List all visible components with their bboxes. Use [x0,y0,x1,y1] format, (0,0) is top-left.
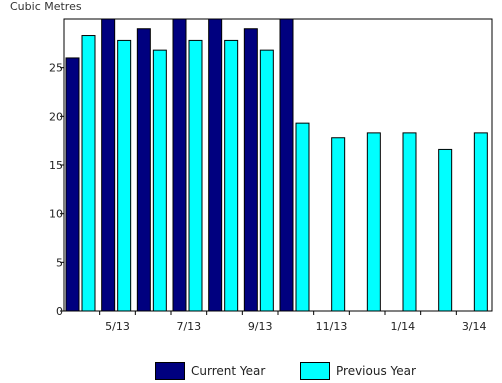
x-tick-label: 5/13 [105,320,130,333]
bar-current-year [279,18,294,312]
legend-swatch-previous-year [300,362,330,380]
legend-item-current-year: Current Year [155,362,265,380]
bar-previous-year [152,49,167,312]
x-tick-label: 1/14 [390,320,415,333]
bar-previous-year [81,35,96,312]
x-tick-label: 9/13 [248,320,273,333]
bar-previous-year [331,137,346,312]
legend-label-previous-year: Previous Year [336,364,416,378]
y-tick-label: 15 [49,159,63,172]
x-tick-label: 11/13 [316,320,348,333]
y-tick-label: 5 [56,256,63,269]
y-tick-label: 0 [56,305,63,318]
x-tick-label: 3/14 [462,320,487,333]
bar-previous-year [473,132,488,312]
bar-previous-year [366,132,381,312]
bar-previous-year [295,122,310,312]
bar-current-year [172,18,187,312]
bar-previous-year [438,148,453,312]
legend-swatch-current-year [155,362,185,380]
bar-current-year [101,18,116,312]
x-tick-label: 7/13 [176,320,201,333]
bar-current-year [65,57,80,312]
bar-current-year [136,28,151,312]
bar-previous-year [117,39,132,312]
bar-previous-year [402,132,417,312]
bar-chart: 0 5 10 15 20 25 5/13 7/13 9/13 11/13 1/14 3/14 [49,18,493,333]
y-tick-label: 10 [49,208,63,221]
bar-previous-year [188,39,203,312]
y-tick-label: 25 [49,62,63,75]
y-tick-label: 20 [49,110,63,123]
bar-previous-year [259,49,274,312]
bar-previous-year [224,39,239,312]
bar-current-year [208,18,223,312]
bar-current-year [243,28,258,312]
legend-item-previous-year: Previous Year [300,362,416,380]
y-axis-unit-label: Cubic Metres [10,0,82,13]
legend-label-current-year: Current Year [191,364,266,378]
